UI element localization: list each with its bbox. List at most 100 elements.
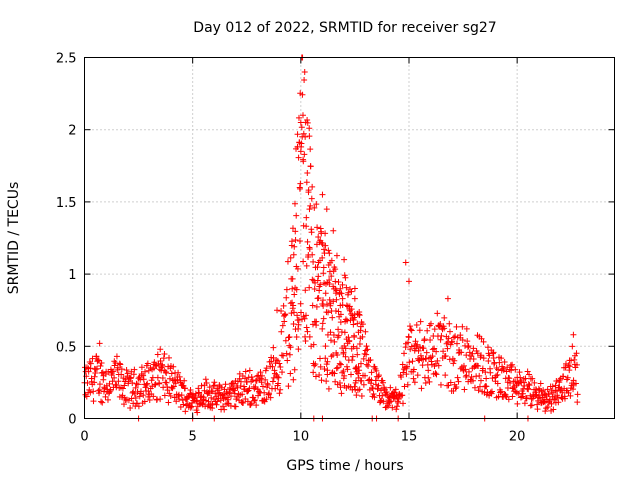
data-point <box>102 393 109 400</box>
data-point <box>363 343 370 350</box>
data-point <box>251 397 258 404</box>
data-point <box>306 133 313 140</box>
data-point <box>406 323 413 330</box>
data-point <box>323 301 330 308</box>
data-point <box>289 275 296 282</box>
data-point <box>505 396 512 403</box>
data-point <box>168 370 175 377</box>
data-point <box>166 375 173 382</box>
data-point <box>304 238 311 245</box>
data-point <box>124 370 131 377</box>
data-point <box>413 343 420 350</box>
data-point <box>392 386 399 393</box>
data-point <box>87 389 94 396</box>
data-point <box>411 379 418 386</box>
data-point <box>175 393 182 400</box>
data-point <box>283 286 290 293</box>
data-point <box>300 258 307 265</box>
data-point <box>303 324 310 331</box>
data-point <box>350 343 357 350</box>
data-point <box>234 384 241 391</box>
data-point <box>422 380 429 387</box>
data-point <box>406 359 413 366</box>
data-point <box>353 392 360 399</box>
data-point <box>400 366 407 373</box>
data-point <box>299 112 306 119</box>
data-point <box>408 327 415 334</box>
data-point <box>159 362 166 369</box>
data-point <box>221 406 228 413</box>
data-point <box>402 259 409 266</box>
data-point <box>444 295 451 302</box>
data-point <box>145 393 152 400</box>
data-point <box>164 387 171 394</box>
data-point <box>98 398 105 405</box>
data-point <box>437 321 444 328</box>
data-point <box>90 388 97 395</box>
data-point <box>96 381 103 388</box>
data-point <box>512 388 519 395</box>
data-point <box>144 360 151 367</box>
data-point <box>175 369 182 376</box>
data-point <box>334 351 341 358</box>
data-point <box>424 327 431 334</box>
data-point <box>179 397 186 404</box>
data-point <box>429 353 436 360</box>
data-point <box>176 373 183 380</box>
data-point <box>503 368 510 375</box>
data-point <box>573 361 580 368</box>
data-point <box>464 344 471 351</box>
data-point <box>304 170 311 177</box>
data-point <box>290 251 297 258</box>
data-point <box>313 303 320 310</box>
data-point <box>294 312 301 319</box>
data-point <box>455 378 462 385</box>
data-point <box>310 369 317 376</box>
data-point <box>312 361 319 368</box>
data-point <box>127 404 134 411</box>
data-point <box>274 307 281 314</box>
data-point <box>320 302 327 309</box>
data-point <box>462 373 469 380</box>
data-point <box>429 346 436 353</box>
data-point <box>267 394 274 401</box>
data-point <box>354 351 361 358</box>
data-point <box>304 119 311 126</box>
data-point <box>348 288 355 295</box>
data-point <box>213 401 220 408</box>
data-point <box>524 368 531 375</box>
data-point <box>148 377 155 384</box>
data-point <box>363 361 370 368</box>
data-point <box>330 227 337 234</box>
data-point <box>163 379 170 386</box>
data-point <box>284 357 291 364</box>
data-point <box>485 357 492 364</box>
data-point <box>309 251 316 258</box>
data-point <box>401 350 408 357</box>
data-point <box>312 373 319 380</box>
data-point <box>399 392 406 399</box>
data-point <box>423 349 430 356</box>
data-point <box>325 247 332 254</box>
data-point <box>152 361 159 368</box>
data-point <box>112 360 119 367</box>
data-point <box>358 377 365 384</box>
data-point <box>393 406 400 413</box>
data-point <box>264 381 271 388</box>
data-point <box>111 374 118 381</box>
data-point <box>332 266 339 273</box>
data-point <box>203 379 210 386</box>
data-point <box>404 363 411 370</box>
data-point <box>465 343 472 350</box>
data-point <box>404 339 411 346</box>
data-point <box>91 379 98 386</box>
data-point <box>187 404 194 411</box>
data-point <box>301 151 308 158</box>
data-point <box>498 355 505 362</box>
data-point <box>322 242 329 249</box>
data-point <box>337 319 344 326</box>
data-point <box>303 223 310 230</box>
data-point <box>129 379 136 386</box>
data-point <box>262 376 269 383</box>
